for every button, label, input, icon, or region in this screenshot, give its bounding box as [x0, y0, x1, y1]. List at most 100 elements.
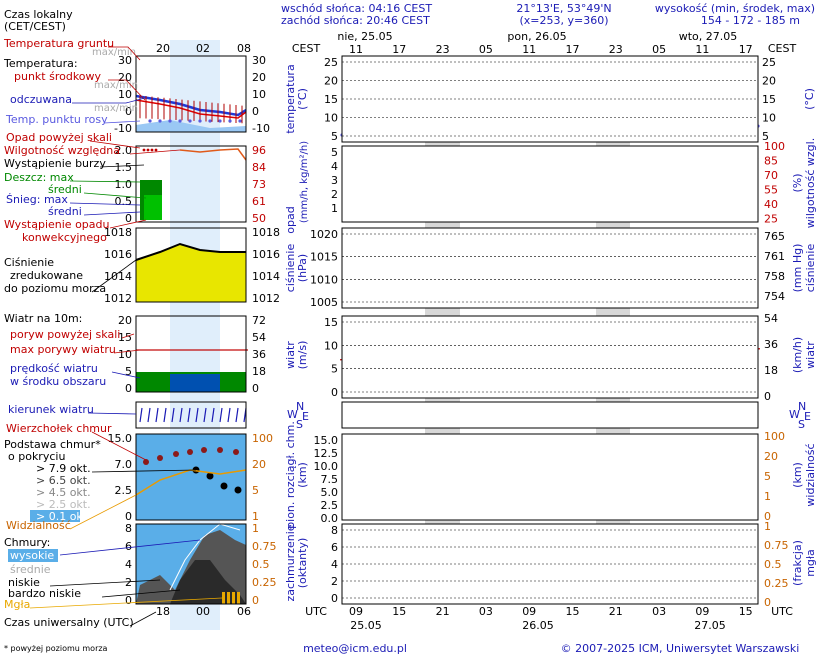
legend-leader-line	[69, 180, 141, 183]
tick-left: 10	[324, 339, 338, 352]
legend-tick-left: 15.0	[108, 432, 133, 445]
legend-over-dot	[142, 148, 146, 152]
legend-leader-line	[129, 611, 157, 627]
legend-leader-line	[29, 597, 223, 609]
legend-fog-bar	[227, 592, 230, 604]
bottom-hour-label: 15	[392, 605, 406, 618]
tick-left: 1010	[310, 273, 338, 286]
bottom-hour-label: 09	[522, 605, 536, 618]
tick-right: 0	[764, 510, 771, 523]
legend-coverage: o pokryciu	[8, 450, 65, 463]
legend-cl-low: niskie	[8, 576, 40, 589]
legend-temp-ground: Temperatura gruntu	[3, 37, 114, 50]
legend-gust-over: poryw powyżej skali	[10, 328, 120, 341]
legend-leader-line	[121, 333, 135, 339]
legend-okt-label: > 6.5 okt.	[36, 474, 91, 487]
tick-right: 0.5	[764, 558, 782, 571]
legend-dew-dot	[148, 119, 152, 123]
tick-right: 40	[764, 198, 778, 211]
legend-pressure2: zredukowane	[10, 269, 83, 282]
legend-cloud-top-dot	[173, 451, 179, 457]
legend-local-hour: 02	[196, 42, 210, 55]
humidity-unit: (%)	[791, 173, 804, 192]
tick-right: 1	[764, 490, 771, 503]
legend-leader-line	[91, 431, 147, 461]
legend-visibility: Widzialność	[6, 519, 71, 532]
tick-left: 4	[331, 160, 338, 173]
legend-okt-label: > 0.1 okt.	[36, 510, 91, 523]
legend-cloud-top-dot	[217, 447, 223, 453]
tick-left: 4	[331, 558, 338, 571]
legend-dew-dot	[168, 119, 172, 123]
top-tz-right: CEST	[768, 42, 797, 55]
tick-left: 7.5	[321, 473, 339, 486]
legend-local-time-sub: (CET/CEST)	[4, 20, 66, 33]
legend-leader-lines	[29, 46, 223, 627]
legend-dir-arrow	[203, 407, 207, 423]
elevation-values: 154 - 172 - 185 m	[701, 14, 800, 27]
legend-tick-right: 0	[252, 594, 259, 607]
legend-leader-line	[89, 140, 141, 149]
tick-right: 55	[764, 184, 778, 197]
top-hour-label: 05	[479, 43, 493, 56]
tick-left: 10	[324, 112, 338, 125]
legend-tick-left: 0	[125, 212, 132, 225]
legend-storm: Wystąpienie burzy	[4, 157, 106, 170]
bottom-date-label: 27.05	[694, 619, 726, 632]
legend-cloud-base-dot	[234, 486, 242, 494]
tick-right: 54	[764, 312, 778, 325]
tick-right: 100	[764, 140, 785, 153]
tick-left: 2	[331, 188, 338, 201]
tick-right: 0.25	[764, 577, 789, 590]
legend-cloud-base-dot	[206, 472, 214, 480]
legend-snow-avg: średni	[48, 205, 82, 218]
legend-clouds: Chmury:	[4, 536, 50, 549]
tick-right: 25	[762, 56, 776, 69]
legend-tick-right: 1	[252, 522, 259, 535]
legend-leader-line	[108, 46, 141, 61]
bottom-hour-label: 15	[739, 605, 753, 618]
tick-left: 5	[331, 146, 338, 159]
footer-email[interactable]: meteo@icm.edu.pl	[303, 642, 407, 655]
tick-left: 0.0	[321, 512, 339, 525]
legend-tick-right: 30	[252, 54, 266, 67]
cover-unit: (oktanty)	[296, 538, 309, 589]
legend-dir-arrow	[235, 407, 239, 423]
tick-left: 20	[324, 75, 338, 88]
legend-dir-arrow	[163, 407, 167, 423]
legend-tick-right: 0.25	[252, 576, 277, 589]
bottom-dates: 25.05 26.05 27.05	[350, 619, 726, 632]
tick-left: 0	[331, 386, 338, 399]
top-hour-label: 11	[349, 43, 363, 56]
legend-okt-label: > 7.9 okt.	[36, 462, 91, 475]
visibility-unit: (km)	[791, 462, 804, 488]
legend-tick-right: 61	[252, 195, 266, 208]
bottom-hour-label: 03	[652, 605, 666, 618]
legend-tick-left: 15	[118, 331, 132, 344]
tick-right: 0.75	[764, 539, 789, 552]
top-hour-label: 11	[695, 43, 709, 56]
grid-text: (x=253, y=360)	[519, 14, 608, 27]
legend-tick-left: 1.0	[115, 178, 133, 191]
legend-tick-left: 1018	[104, 226, 132, 239]
legend-tick-right: 1012	[252, 292, 280, 305]
legend-footnote: * powyżej poziomu morza	[4, 644, 108, 653]
bottom-tz-left: UTC	[305, 605, 327, 618]
tick-right: 754	[764, 290, 785, 303]
legend-panel-frame	[135, 227, 247, 303]
legend-temp-ground-sub: max/min	[92, 47, 136, 58]
cover-ylabel: zachmurzenie	[284, 524, 297, 601]
legend-cloud-base-dot	[220, 482, 228, 490]
legend-tick-right: 96	[252, 144, 266, 157]
legend-tick-right: 1018	[252, 226, 280, 239]
panel-frame-dir	[341, 401, 759, 429]
legend-tick-left: 0	[125, 382, 132, 395]
legend-tick-right: 1	[252, 510, 259, 523]
pressure-ylabel-right: ciśnienie	[804, 244, 817, 293]
sunrise-text: wschód słońca: 04:16 CEST	[281, 2, 432, 15]
tick-right: 0	[764, 596, 771, 609]
tick-left: 3	[331, 174, 338, 187]
pressure-unit-right: (mm Hg)	[791, 244, 804, 293]
